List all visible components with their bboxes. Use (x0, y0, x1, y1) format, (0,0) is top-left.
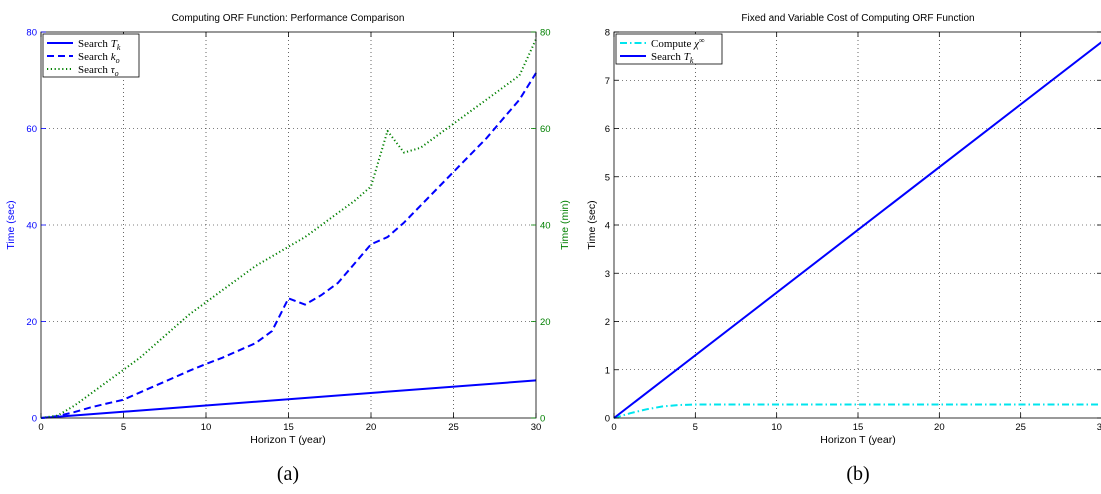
b-legend-word: Search (651, 51, 684, 63)
a-y-right-tick-label: 60 (540, 124, 551, 135)
panel-a-lines (40, 38, 537, 419)
panel-b-caption: (b) (846, 463, 869, 485)
a-legend-label-3: Search τo (78, 64, 119, 78)
a-y-tick-label: 20 (26, 317, 37, 328)
panel-a-y-axis-label-right: Time (min) (559, 200, 571, 250)
panel-b: Fixed and Variable Cost of Computing ORF… (586, 13, 1101, 485)
a-series-line-1 (40, 379, 537, 419)
b-x-tick-label: 20 (934, 422, 945, 433)
b-y-tick-label: 1 (605, 365, 610, 376)
a-legend-label-2: Search ko (78, 51, 120, 65)
a-x-tick-label: 30 (531, 422, 542, 433)
b-legend-label-1: Compute χ∞ (651, 36, 705, 50)
b-x-tick-label: 15 (853, 422, 864, 433)
a-legend-subscript: k (117, 43, 121, 52)
panel-b-y-axis-label: Time (sec) (586, 200, 598, 249)
b-legend-symbol: T (684, 51, 691, 63)
b-y-tick-label: 0 (605, 414, 610, 425)
b-y-tick-label: 3 (605, 269, 610, 280)
panel-b-ticks: 0 5 10 15 20 25 30 0 1 2 3 4 5 6 7 8 (605, 28, 1101, 433)
a-x-tick-label: 5 (121, 422, 126, 433)
b-series-line-2 (613, 41, 1101, 419)
b-legend-subscript: k (690, 56, 694, 65)
a-legend-symbol: T (111, 38, 118, 50)
b-y-tick-label: 6 (605, 124, 610, 135)
a-y-right-tick-label: 0 (540, 414, 545, 425)
panel-b-grid (614, 32, 1101, 418)
panel-a-y-axis-label-left: Time (sec) (5, 200, 17, 249)
a-legend-label-1: Search Tk (78, 38, 121, 52)
a-y-tick-label: 40 (26, 221, 37, 232)
a-legend-word: Search (78, 51, 111, 63)
a-legend-symbol: τ (111, 64, 116, 76)
a-x-tick-label: 15 (283, 422, 294, 433)
b-y-tick-label: 7 (605, 76, 610, 87)
b-x-tick-label: 5 (693, 422, 698, 433)
panel-a: Computing ORF Function: Performance Comp… (5, 13, 571, 485)
b-legend-symbol: χ (693, 38, 700, 50)
b-x-tick-label: 25 (1015, 422, 1026, 433)
b-legend-box (615, 33, 723, 65)
b-series-line-1 (613, 403, 1101, 419)
a-x-tick-label: 25 (448, 422, 459, 433)
a-legend-symbol: k (111, 51, 117, 63)
a-y-right-tick-label: 40 (540, 221, 551, 232)
a-y-tick-label: 0 (32, 414, 37, 425)
panel-b-title: Fixed and Variable Cost of Computing ORF… (741, 13, 974, 24)
panel-a-caption: (a) (277, 463, 299, 485)
panel-b-plot-frame (613, 31, 1101, 419)
panel-b-lines (613, 41, 1101, 419)
a-x-tick-label: 20 (366, 422, 377, 433)
a-legend-subscript: o (115, 69, 119, 78)
b-y-tick-label: 4 (605, 221, 610, 232)
panel-a-title: Computing ORF Function: Performance Comp… (172, 13, 405, 24)
b-legend-superscript: ∞ (699, 36, 705, 45)
b-y-tick-label: 8 (605, 28, 610, 39)
b-x-tick-label: 10 (771, 422, 782, 433)
a-legend-word: Search (78, 64, 111, 76)
panel-a-x-axis-label: Horizon T (year) (250, 434, 325, 446)
panel-a-grid (41, 32, 536, 418)
a-y-tick-label: 80 (26, 28, 37, 39)
a-y-right-tick-label: 20 (540, 317, 551, 328)
b-x-tick-label: 30 (1097, 422, 1101, 433)
panel-b-legend: Compute χ∞Search Tk (615, 33, 723, 65)
b-y-tick-label: 5 (605, 172, 610, 183)
b-legend-word: Compute (651, 38, 694, 50)
b-y-tick-label: 2 (605, 317, 610, 328)
panel-b-x-axis-label: Horizon T (year) (820, 434, 895, 446)
a-y-right-tick-label: 80 (540, 28, 551, 39)
a-x-tick-label: 0 (38, 422, 43, 433)
a-y-tick-label: 60 (26, 124, 37, 135)
a-x-tick-label: 10 (201, 422, 212, 433)
a-legend-subscript: o (116, 56, 120, 65)
a-legend-word: Search (78, 38, 111, 50)
b-x-tick-label: 0 (611, 422, 616, 433)
b-legend-label-2: Search Tk (651, 51, 694, 65)
